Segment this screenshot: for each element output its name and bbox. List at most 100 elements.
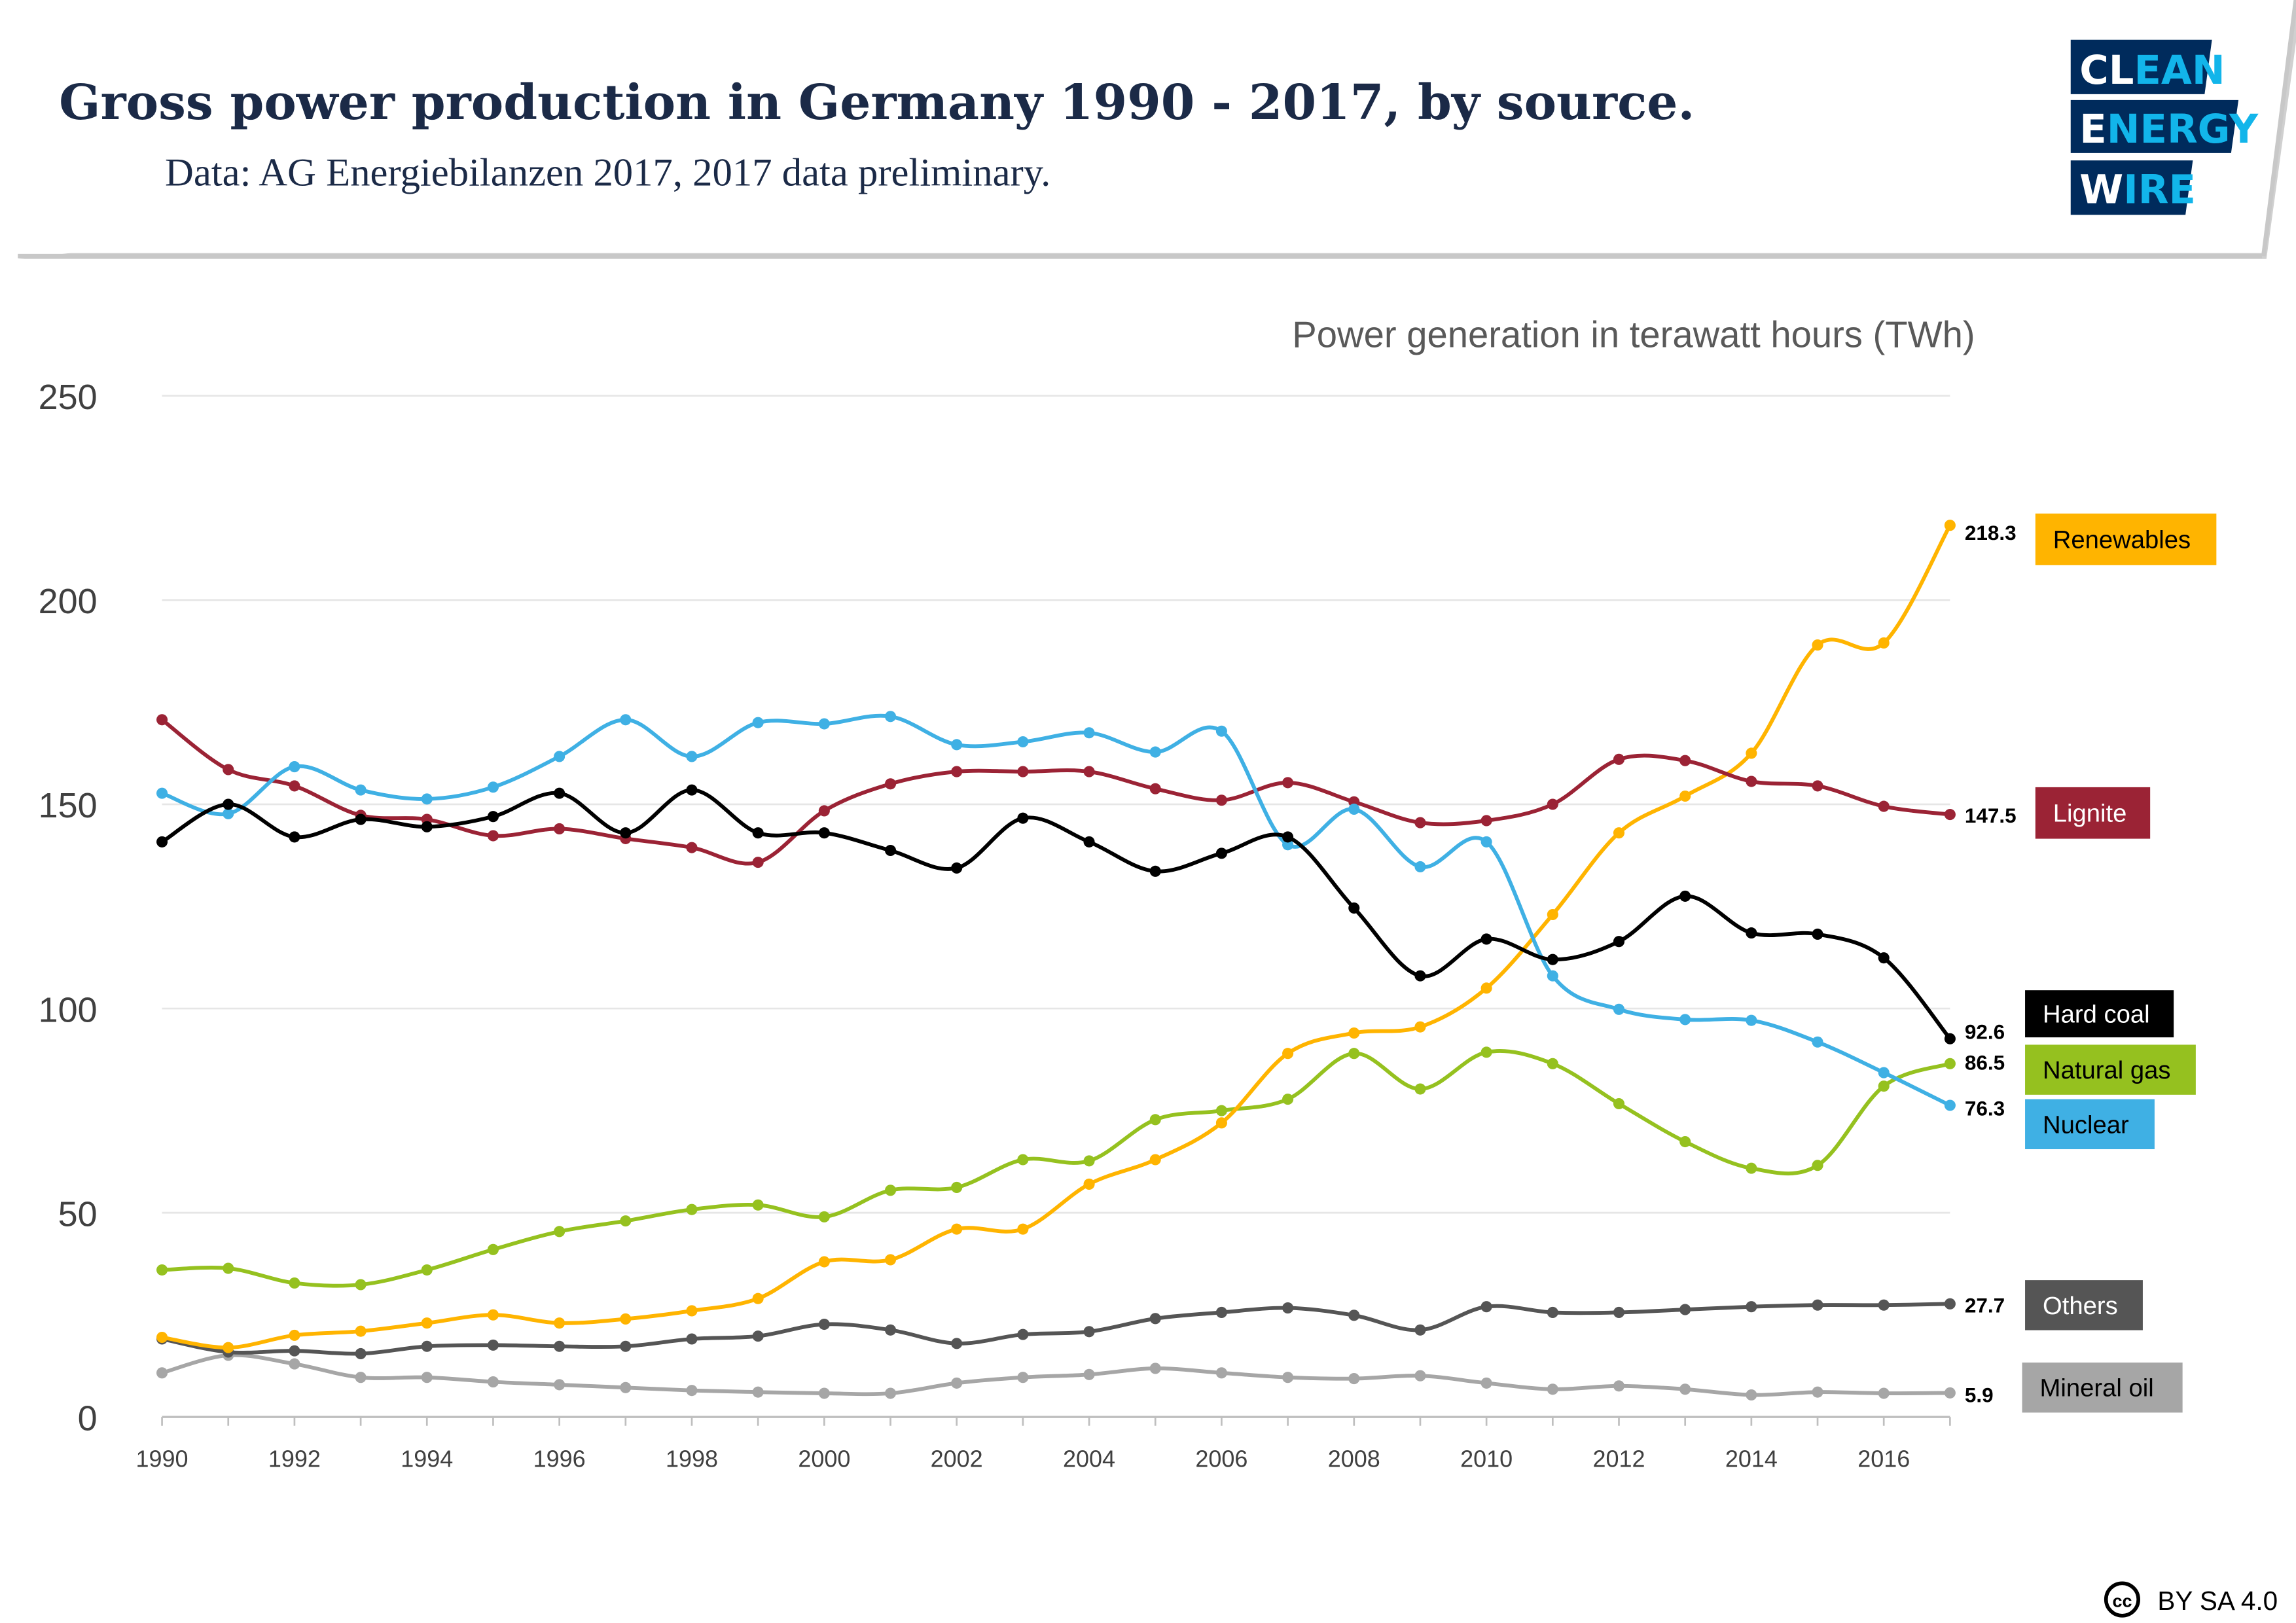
point-lignite xyxy=(1944,809,1956,821)
point-hard-coal xyxy=(1812,928,1823,940)
point-renewables xyxy=(1282,1048,1294,1060)
point-renewables xyxy=(1679,790,1691,802)
point-hard-coal xyxy=(686,784,698,796)
point-renewables xyxy=(752,1293,764,1304)
point-renewables xyxy=(289,1329,300,1341)
legend-label-renewables: Renewables xyxy=(2053,526,2191,554)
point-lignite xyxy=(1215,794,1227,806)
point-renewables xyxy=(487,1309,499,1321)
series-lines xyxy=(156,520,1956,1401)
point-nuclear xyxy=(1547,970,1558,982)
point-mineral-oil xyxy=(1878,1387,1890,1399)
x-tick-label: 2000 xyxy=(798,1446,850,1472)
point-renewables xyxy=(1149,1154,1161,1166)
legend-box-others xyxy=(2025,1280,2143,1330)
point-renewables xyxy=(223,1342,234,1353)
point-natural-gas xyxy=(1149,1114,1161,1126)
point-natural-gas xyxy=(1878,1080,1890,1092)
point-hard-coal xyxy=(156,836,168,847)
point-renewables xyxy=(686,1305,698,1317)
point-hard-coal xyxy=(355,813,367,825)
point-natural-gas xyxy=(1944,1058,1956,1069)
license: cc BY SA 4.0 xyxy=(2104,1581,2278,1618)
legend-box-renewables xyxy=(2035,513,2217,565)
point-hard-coal xyxy=(1547,954,1558,965)
y-axis-label: Power generation in terawatt hours (TWh) xyxy=(1292,314,1975,355)
svg-text:cc: cc xyxy=(2112,1591,2132,1611)
point-renewables xyxy=(156,1331,168,1344)
series-mineral-oil xyxy=(156,1349,1956,1401)
point-natural-gas xyxy=(1282,1094,1294,1105)
svg-text:ENERGY: ENERGY xyxy=(2079,107,2259,152)
point-mineral-oil xyxy=(1282,1372,1294,1383)
point-mineral-oil xyxy=(752,1386,764,1398)
point-others xyxy=(1215,1306,1227,1318)
point-lignite xyxy=(1746,776,1757,787)
point-lignite xyxy=(1679,755,1691,766)
x-axis-ticks: 1990 1992 1994 1996 1998 2000 2002 2004 2006 2008… xyxy=(136,1446,1910,1472)
x-tick-label: 2006 xyxy=(1195,1446,1247,1472)
point-others xyxy=(289,1345,300,1357)
y-tick-label: 100 xyxy=(39,990,98,1029)
point-mineral-oil xyxy=(1679,1383,1691,1395)
x-tick-label: 1998 xyxy=(666,1446,718,1472)
point-natural-gas xyxy=(1613,1097,1625,1110)
point-others xyxy=(1480,1301,1492,1313)
point-hard-coal xyxy=(421,821,433,832)
point-nuclear xyxy=(355,784,367,796)
line-mineral-oil xyxy=(161,1353,1950,1397)
point-hard-coal xyxy=(289,831,300,843)
point-natural-gas xyxy=(421,1264,433,1276)
x-tick-label: 2014 xyxy=(1725,1446,1778,1472)
point-others xyxy=(1348,1310,1360,1321)
point-hard-coal xyxy=(884,844,897,857)
legend-box-hard-coal xyxy=(2025,990,2174,1038)
point-natural-gas xyxy=(951,1181,963,1193)
point-mineral-oil xyxy=(1149,1363,1161,1374)
point-lignite xyxy=(289,780,300,792)
point-hard-coal xyxy=(1282,831,1294,843)
point-nuclear xyxy=(1017,736,1029,748)
point-others xyxy=(1414,1324,1426,1336)
x-tick-label: 2002 xyxy=(931,1446,983,1472)
point-renewables xyxy=(1348,1027,1360,1039)
point-renewables xyxy=(1878,637,1890,649)
point-hard-coal xyxy=(951,862,963,874)
point-nuclear xyxy=(1480,836,1492,847)
x-tick-label: 1992 xyxy=(268,1446,321,1472)
x-tick-label: 2010 xyxy=(1460,1446,1513,1472)
point-renewables xyxy=(355,1325,367,1337)
point-others xyxy=(1944,1298,1956,1310)
point-mineral-oil xyxy=(951,1377,963,1389)
point-others xyxy=(818,1318,830,1330)
line-hard-coal xyxy=(161,788,1952,1041)
point-others xyxy=(1812,1299,1823,1311)
point-hard-coal xyxy=(1149,865,1161,877)
point-others xyxy=(951,1338,963,1349)
point-hard-coal xyxy=(1215,847,1227,859)
x-tick-label: 1990 xyxy=(136,1446,188,1472)
point-others xyxy=(686,1333,698,1345)
point-others xyxy=(1017,1329,1029,1340)
point-others xyxy=(752,1330,764,1342)
point-nuclear xyxy=(620,714,632,726)
point-others xyxy=(1679,1304,1691,1315)
point-natural-gas xyxy=(884,1185,897,1196)
legend-label-nuclear: Nuclear xyxy=(2043,1111,2129,1139)
point-natural-gas xyxy=(1414,1083,1426,1095)
svg-text:WIRE: WIRE xyxy=(2079,167,2196,213)
point-nuclear xyxy=(487,781,499,793)
point-mineral-oil xyxy=(1348,1373,1360,1385)
point-others xyxy=(1613,1306,1625,1318)
series-hard-coal xyxy=(156,784,1956,1044)
x-tick-label: 1996 xyxy=(533,1446,586,1472)
point-lignite xyxy=(1414,817,1426,829)
gridlines xyxy=(161,395,1951,1426)
point-lignite xyxy=(752,857,764,868)
clean-energy-wire-logo: CLEAN ENERGY WIRE xyxy=(2070,39,2259,215)
point-lignite xyxy=(686,842,698,853)
point-renewables xyxy=(1480,982,1492,994)
point-nuclear xyxy=(1944,1099,1956,1111)
point-others xyxy=(1878,1299,1890,1311)
